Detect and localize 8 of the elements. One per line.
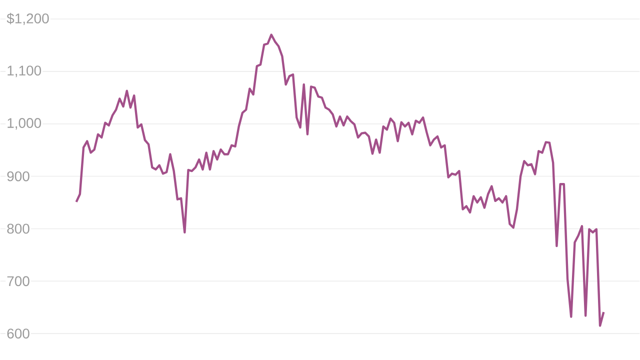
y-tick-label: 600 [7,328,30,339]
y-tick-label: 900 [7,172,30,182]
y-tick-label: 800 [7,224,30,234]
y-tick-label: 1,100 [8,66,42,78]
y-tick-label: $1,200 [6,13,49,26]
line-series [75,34,605,328]
y-tick-label: 1,000 [8,118,42,130]
y-tick-label: 700 [7,276,30,286]
